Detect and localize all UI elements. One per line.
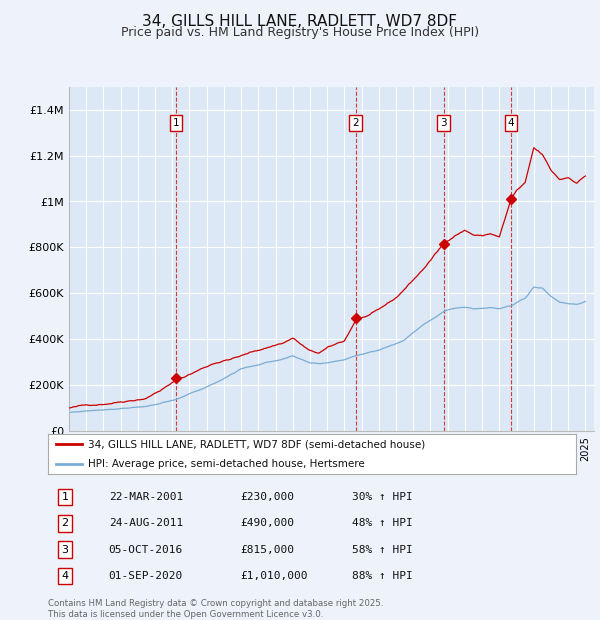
- Text: 58% ↑ HPI: 58% ↑ HPI: [352, 544, 412, 555]
- Text: Contains HM Land Registry data © Crown copyright and database right 2025.
This d: Contains HM Land Registry data © Crown c…: [48, 600, 383, 619]
- Text: 4: 4: [508, 118, 514, 128]
- Text: 34, GILLS HILL LANE, RADLETT, WD7 8DF: 34, GILLS HILL LANE, RADLETT, WD7 8DF: [143, 14, 458, 29]
- Text: 2: 2: [61, 518, 68, 528]
- Text: 34, GILLS HILL LANE, RADLETT, WD7 8DF (semi-detached house): 34, GILLS HILL LANE, RADLETT, WD7 8DF (s…: [88, 439, 425, 449]
- Text: 1: 1: [173, 118, 179, 128]
- Text: Price paid vs. HM Land Registry's House Price Index (HPI): Price paid vs. HM Land Registry's House …: [121, 26, 479, 39]
- Text: 24-AUG-2011: 24-AUG-2011: [109, 518, 183, 528]
- Text: 2: 2: [352, 118, 359, 128]
- Text: £815,000: £815,000: [241, 544, 295, 555]
- Text: 3: 3: [440, 118, 447, 128]
- Text: HPI: Average price, semi-detached house, Hertsmere: HPI: Average price, semi-detached house,…: [88, 459, 364, 469]
- Text: £490,000: £490,000: [241, 518, 295, 528]
- Text: 3: 3: [61, 544, 68, 555]
- Text: 01-SEP-2020: 01-SEP-2020: [109, 571, 183, 581]
- Text: £1,010,000: £1,010,000: [241, 571, 308, 581]
- Text: £230,000: £230,000: [241, 492, 295, 502]
- Text: 05-OCT-2016: 05-OCT-2016: [109, 544, 183, 555]
- Text: 1: 1: [61, 492, 68, 502]
- Text: 30% ↑ HPI: 30% ↑ HPI: [352, 492, 412, 502]
- Text: 22-MAR-2001: 22-MAR-2001: [109, 492, 183, 502]
- Text: 88% ↑ HPI: 88% ↑ HPI: [352, 571, 412, 581]
- Text: 4: 4: [61, 571, 68, 581]
- Text: 48% ↑ HPI: 48% ↑ HPI: [352, 518, 412, 528]
